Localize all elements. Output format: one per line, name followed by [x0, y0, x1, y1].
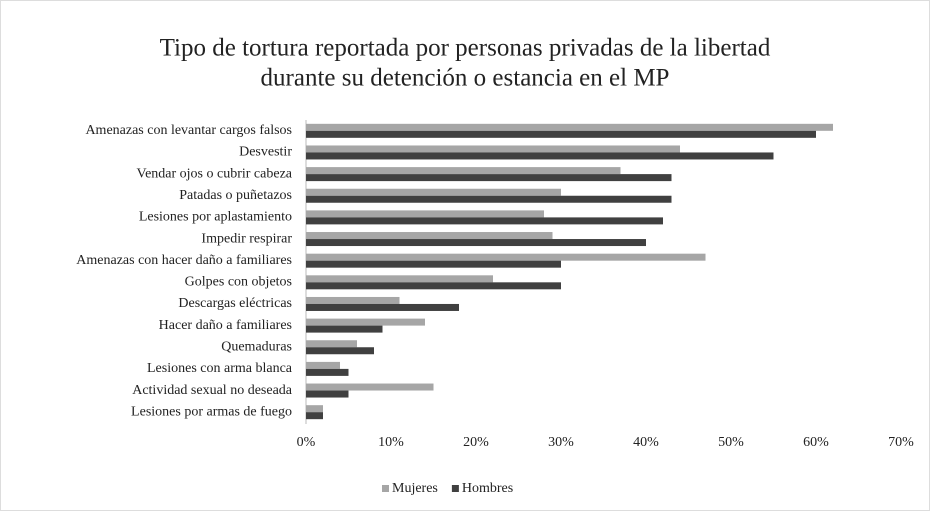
x-tick-label: 20% [463, 435, 489, 450]
x-tick-label: 60% [803, 435, 829, 450]
bar [306, 232, 553, 240]
y-tick-label: Amenazas con levantar cargos falsos [85, 123, 292, 138]
x-tick-label: 10% [378, 435, 404, 450]
y-tick-label: Impedir respirar [201, 231, 292, 246]
legend-label: Mujeres [392, 481, 438, 496]
y-tick-label: Descargas eléctricas [178, 296, 292, 311]
y-tick-label: Patadas o puñetazos [179, 188, 292, 203]
y-tick-label: Amenazas con hacer daño a familiares [76, 253, 292, 268]
bar [306, 145, 680, 153]
x-tick-label: 30% [548, 435, 574, 450]
bar [306, 188, 561, 196]
y-tick-label: Quemaduras [221, 339, 292, 354]
y-tick-label: Hacer daño a familiares [159, 318, 292, 333]
bar [306, 361, 340, 369]
bar [306, 296, 400, 304]
bar [306, 123, 833, 131]
x-tick-label: 70% [888, 435, 914, 450]
legend-swatch [451, 485, 459, 492]
y-tick-label: Vendar ojos o cubrir cabeza [137, 166, 293, 181]
y-tick-label: Lesiones por armas de fuego [131, 404, 292, 419]
chart-title: Tipo de tortura reportada por personas p… [160, 35, 771, 62]
bar [306, 340, 357, 348]
bar [306, 152, 774, 160]
bar [306, 347, 374, 355]
bar [306, 282, 561, 290]
y-tick-label: Actividad sexual no deseada [132, 383, 293, 398]
bar [306, 174, 672, 182]
bar [306, 275, 493, 283]
y-tick-label: Golpes con objetos [185, 275, 292, 290]
bar [306, 383, 434, 391]
y-tick-label: Lesiones por aplastamiento [139, 210, 292, 225]
x-tick-label: 40% [633, 435, 659, 450]
chart-title: durante su detención o estancia en el MP [261, 65, 670, 92]
bar [306, 253, 706, 261]
bar [306, 260, 561, 268]
y-tick-label: Desvestir [239, 145, 292, 160]
bar [306, 130, 816, 138]
bar [306, 318, 425, 326]
y-tick-label: Lesiones con arma blanca [147, 361, 293, 376]
x-tick-label: 50% [718, 435, 744, 450]
bar [306, 390, 349, 398]
bar [306, 239, 646, 247]
bar [306, 412, 323, 420]
legend-label: Hombres [462, 481, 513, 496]
bar [306, 405, 323, 413]
bar [306, 325, 383, 333]
bar [306, 368, 349, 376]
legend-swatch [382, 485, 389, 492]
bar [306, 210, 544, 218]
x-tick-label: 0% [297, 435, 316, 450]
bar [306, 303, 459, 311]
bar [306, 217, 663, 225]
bar [306, 195, 672, 203]
bar [306, 167, 621, 175]
